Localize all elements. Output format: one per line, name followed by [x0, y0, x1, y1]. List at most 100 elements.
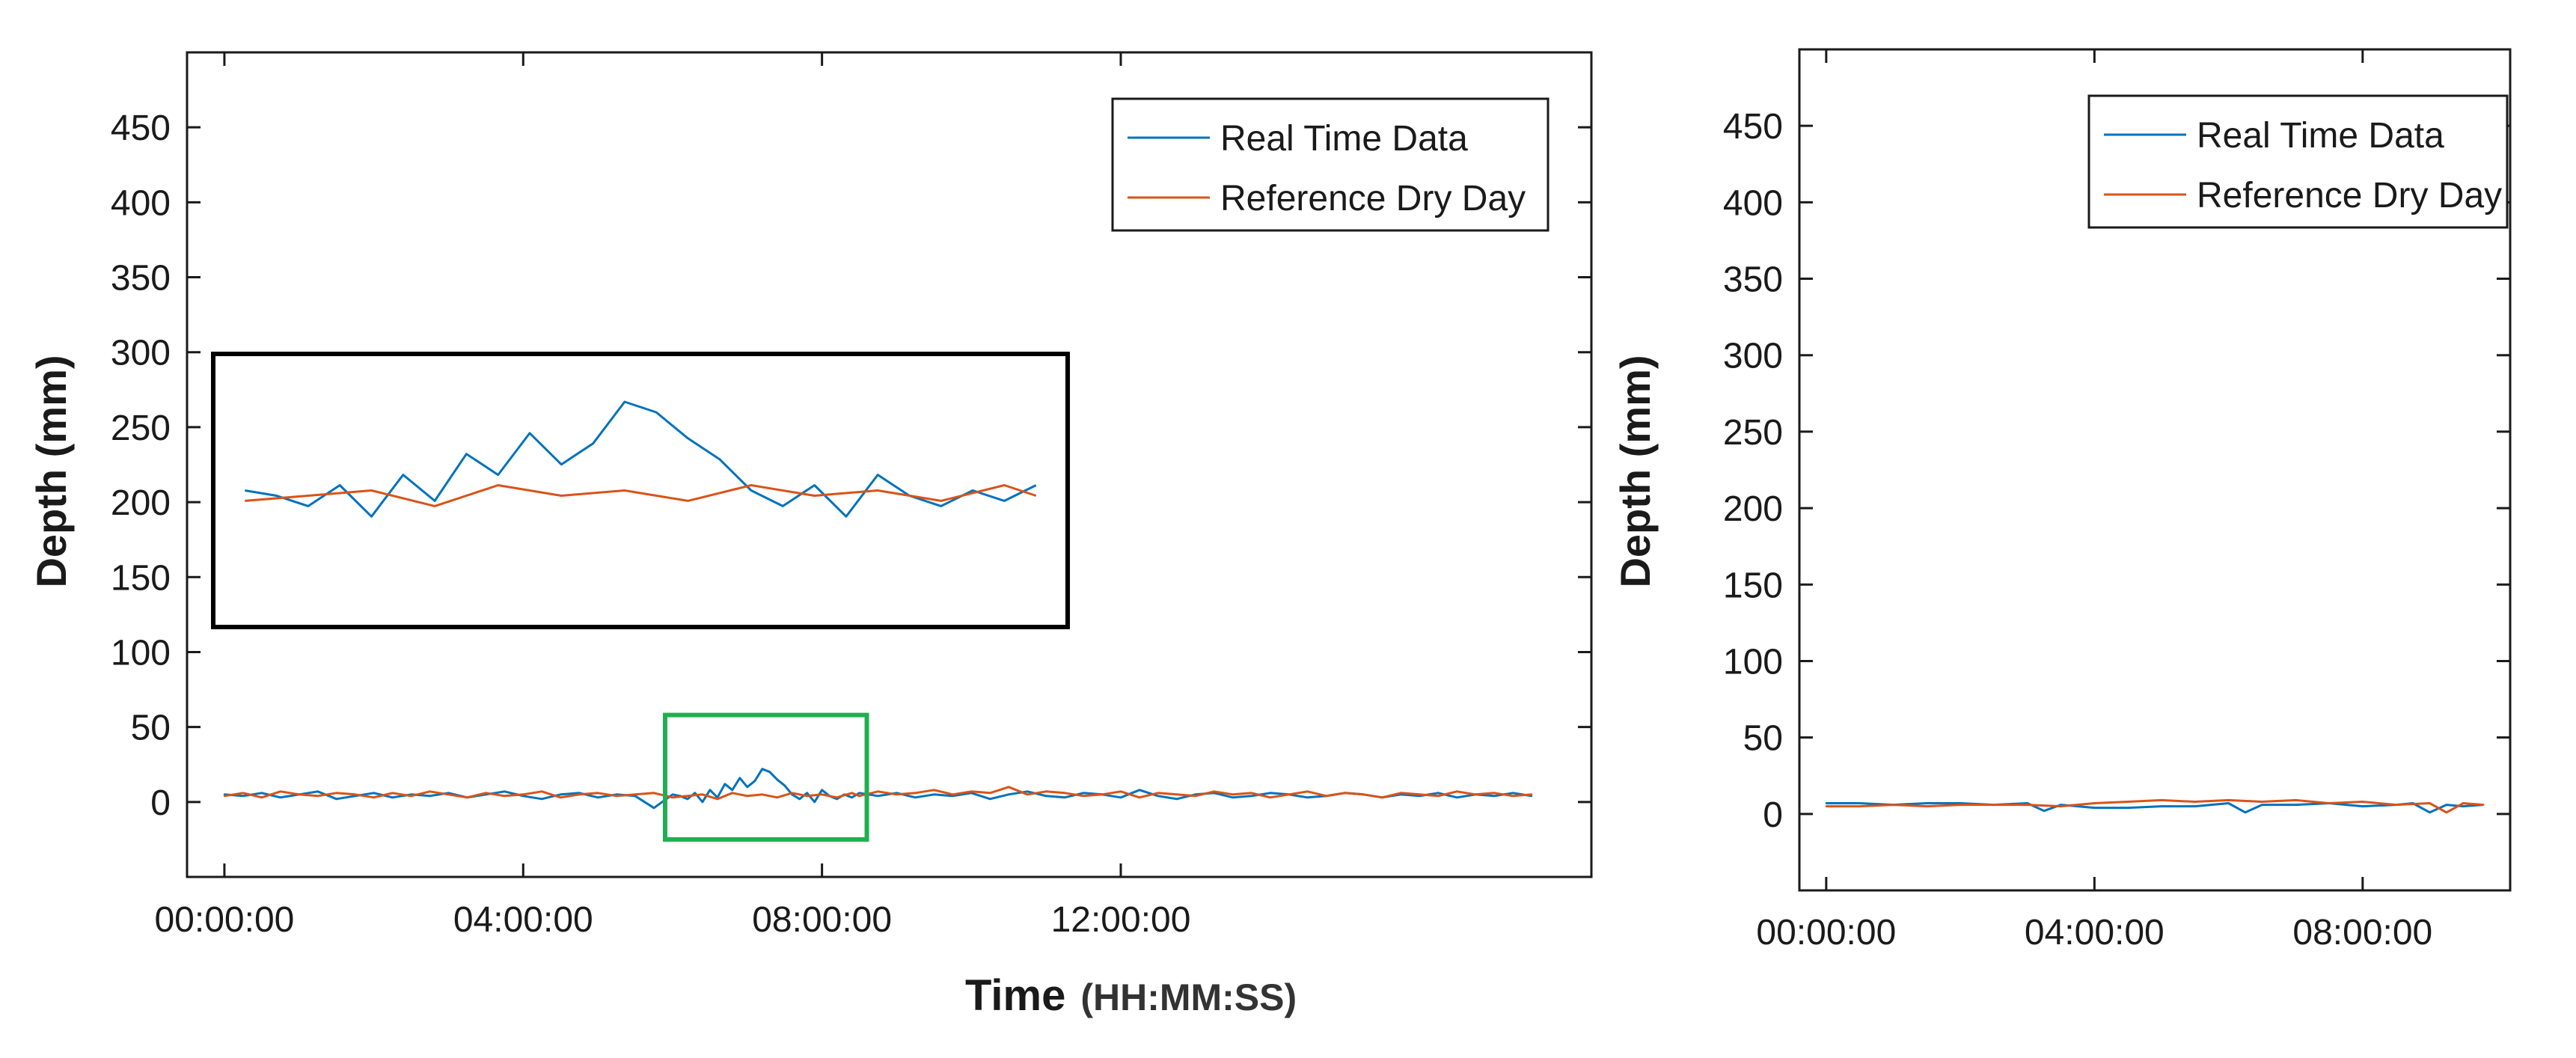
data-point [671, 796, 674, 799]
y-tick-label: 100 [111, 633, 171, 673]
data-point [851, 796, 853, 799]
data-point [596, 792, 599, 795]
data-point [1362, 793, 1365, 796]
y-tick-label: 400 [111, 183, 171, 223]
data-point [2026, 804, 2028, 806]
data-point [578, 793, 581, 796]
x-axis-title-main: Time [965, 971, 1065, 1020]
zoom-inset-series-line [245, 484, 1037, 507]
data-point [1530, 793, 1533, 796]
data-point [768, 771, 771, 773]
data-point [2093, 802, 2096, 804]
data-point [2395, 804, 2397, 806]
data-point [952, 793, 954, 796]
data-point [410, 795, 412, 798]
data-point [1344, 792, 1346, 795]
data-point [242, 795, 245, 798]
y-tick-label: 200 [111, 483, 171, 523]
x-tick-label: 04:00:00 [453, 900, 593, 940]
data-point [560, 796, 562, 799]
zoom-inset-series-line [245, 400, 1037, 518]
data-point [1400, 792, 1402, 795]
data-point [2127, 807, 2129, 809]
data-point [1063, 792, 1066, 795]
y-tick-label: 250 [1723, 413, 1783, 453]
data-point [2295, 804, 2297, 806]
data-point [686, 798, 689, 801]
data-point [933, 789, 935, 792]
data-point [391, 796, 394, 799]
data-point [1250, 792, 1252, 795]
data-point [485, 792, 487, 795]
data-point [2043, 810, 2046, 812]
data-point [1493, 795, 1496, 798]
data-point [821, 793, 823, 796]
data-point [1175, 793, 1178, 796]
data-point [1157, 792, 1160, 795]
data-point [1045, 795, 1047, 798]
data-point [701, 801, 704, 804]
data-point [1082, 795, 1085, 798]
data-point [1306, 790, 1309, 793]
data-point [836, 796, 838, 799]
y-tick-label: 150 [1723, 566, 1783, 605]
data-point [652, 792, 655, 795]
y-tick-label: 300 [1723, 337, 1783, 376]
data-point [316, 795, 319, 798]
data-point [1437, 792, 1440, 795]
data-point [1008, 786, 1010, 789]
data-point [1213, 790, 1216, 793]
right-chart-panel: 0 50 100 150 200 250 300 350 400 450 00:00:00 04:00… [1612, 48, 2512, 952]
data-point [2482, 804, 2485, 806]
data-point [316, 790, 319, 793]
data-point [2462, 805, 2465, 807]
zoom-window-highlight [662, 712, 869, 842]
data-point [1269, 792, 1271, 795]
data-point [2227, 802, 2230, 804]
data-point [1825, 805, 1827, 807]
zoom-inset [211, 352, 1070, 629]
data-point [1138, 789, 1141, 792]
x-tick-label: 00:00:00 [154, 900, 294, 940]
data-point [813, 801, 816, 804]
data-point [429, 795, 431, 798]
data-point [746, 786, 748, 789]
data-point [1512, 795, 1514, 798]
data-point [896, 793, 898, 796]
data-point [335, 792, 337, 795]
data-point [1027, 790, 1029, 793]
data-point [2160, 799, 2163, 801]
x-tick-label: 00:00:00 [1756, 913, 1896, 952]
data-point [1232, 796, 1235, 799]
data-point [2261, 804, 2263, 806]
data-point [858, 792, 860, 795]
data-point [1858, 805, 1861, 807]
data-point [1992, 804, 1995, 806]
data-point [806, 795, 808, 798]
data-point [2361, 805, 2364, 807]
data-point [761, 793, 763, 796]
data-point [1269, 796, 1271, 799]
data-point [2160, 805, 2163, 807]
data-point [914, 792, 917, 795]
data-point [776, 796, 778, 799]
data-point [522, 793, 524, 796]
data-point [1175, 798, 1178, 801]
axes-box [1798, 48, 2512, 892]
data-point [260, 792, 263, 795]
data-point [694, 792, 697, 795]
data-point [429, 790, 431, 793]
data-point [761, 768, 763, 770]
axes-box [186, 51, 1593, 878]
x-tick-label: 08:00:00 [752, 900, 892, 940]
data-point [504, 790, 506, 793]
data-point [1288, 793, 1290, 796]
data-point [1926, 805, 1928, 807]
data-point [242, 792, 245, 795]
data-point [652, 807, 655, 810]
data-point [1008, 793, 1010, 796]
y-axis-title: Depth (mm) [28, 355, 75, 587]
legend-entry: Reference Dry Day [1220, 179, 1526, 218]
data-point [391, 792, 394, 795]
data-point [783, 784, 786, 787]
